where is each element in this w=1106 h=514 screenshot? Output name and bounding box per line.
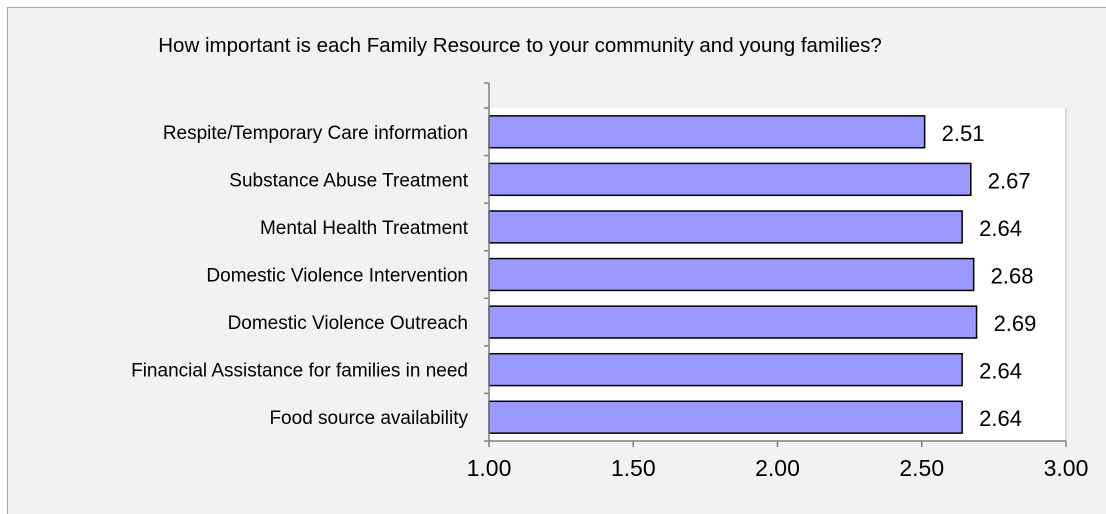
bar <box>488 352 963 387</box>
axis-layer <box>484 82 1067 447</box>
bars-layer <box>488 115 978 434</box>
labels-layer: Respite/Temporary Care information 2.51 Su… <box>131 121 1088 481</box>
x-tick-label: 1.50 <box>611 455 656 481</box>
category-label: Domestic Violence Outreach <box>228 313 468 334</box>
data-label: 2.64 <box>979 359 1022 384</box>
data-label: 2.67 <box>988 168 1031 193</box>
x-tick-label: 1.00 <box>467 455 512 481</box>
category-label: Respite/Temporary Care information <box>163 123 468 144</box>
data-label: 2.69 <box>994 311 1037 336</box>
bar <box>488 257 975 292</box>
data-label: 2.64 <box>979 406 1022 431</box>
x-tick-label: 2.00 <box>755 455 800 481</box>
bar <box>488 210 963 244</box>
x-tick-label: 3.00 <box>1044 455 1089 481</box>
bar <box>488 115 926 149</box>
chart-title: How important is each Family Resource to… <box>158 34 882 57</box>
x-tick-label: 2.50 <box>899 455 944 481</box>
category-label: Financial Assistance for families in nee… <box>131 361 468 382</box>
data-label: 2.68 <box>991 264 1034 289</box>
category-label: Mental Health Treatment <box>260 218 469 239</box>
data-label: 2.51 <box>942 121 985 146</box>
category-label: Domestic Violence Intervention <box>206 266 468 287</box>
data-label: 2.64 <box>979 216 1022 241</box>
bar <box>488 305 978 339</box>
category-label: Food source availability <box>269 408 468 429</box>
bar <box>488 162 972 197</box>
category-label: Substance Abuse Treatment <box>229 170 468 191</box>
bar <box>488 400 963 434</box>
